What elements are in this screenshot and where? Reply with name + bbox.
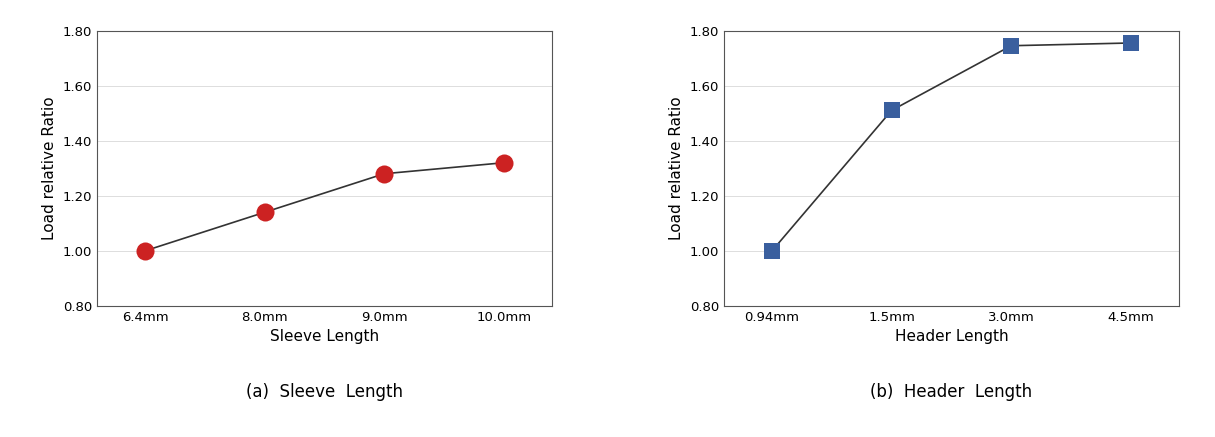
X-axis label: Sleeve Length: Sleeve Length [270, 329, 379, 344]
Y-axis label: Load relative Ratio: Load relative Ratio [43, 97, 57, 240]
Text: (a)  Sleeve  Length: (a) Sleeve Length [245, 383, 403, 401]
Point [762, 247, 781, 254]
Point [374, 170, 394, 177]
Point [135, 247, 154, 254]
Text: (b)  Header  Length: (b) Header Length [870, 383, 1033, 401]
Point [882, 107, 902, 114]
Point [1121, 39, 1141, 46]
Point [1001, 42, 1021, 49]
Point [255, 209, 275, 216]
X-axis label: Header Length: Header Length [894, 329, 1008, 344]
Y-axis label: Load relative Ratio: Load relative Ratio [669, 97, 684, 240]
Point [495, 159, 514, 166]
